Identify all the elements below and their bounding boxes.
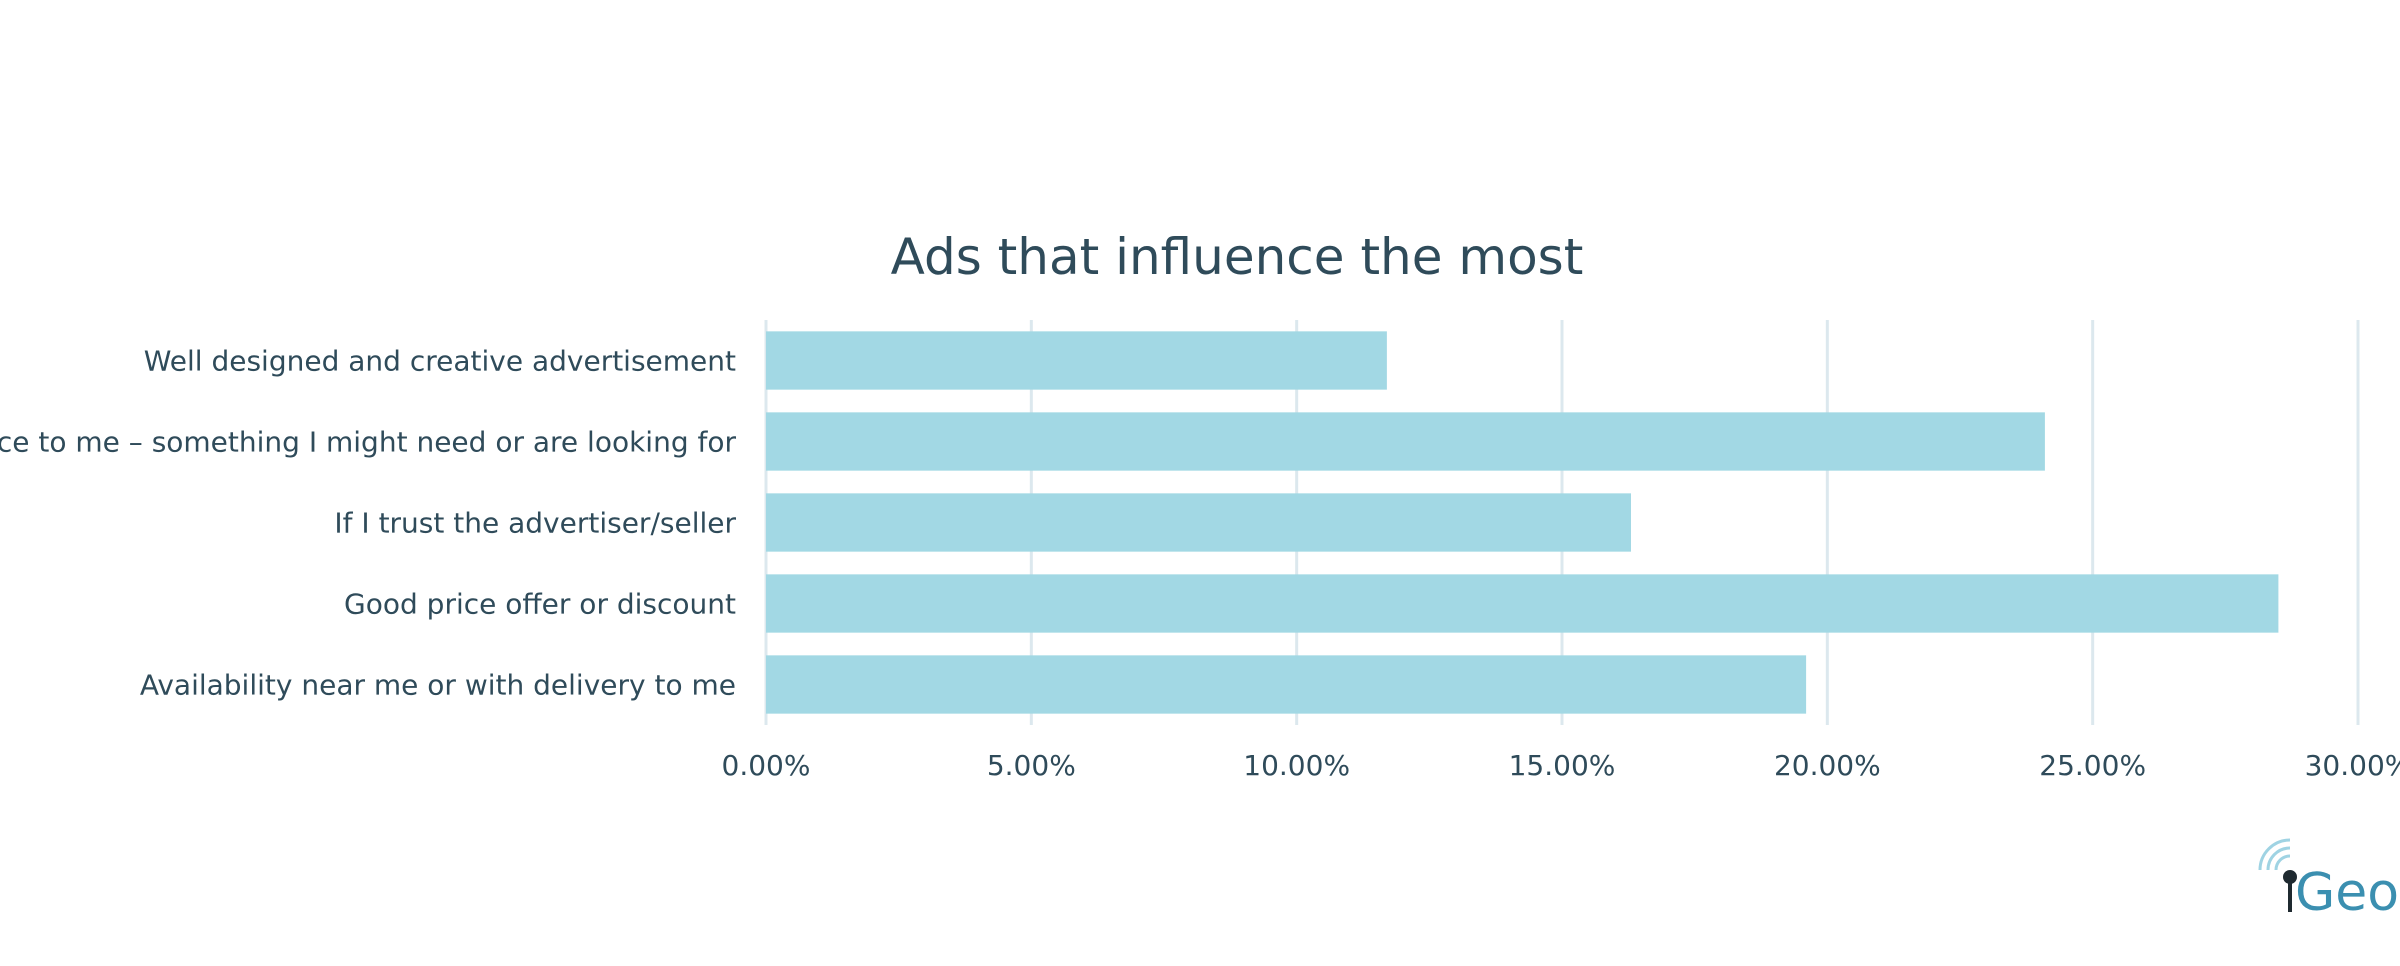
bar	[766, 412, 2045, 471]
x-tick-label: 30.00%	[2305, 749, 2400, 782]
category-label: Availability near me or with delivery to…	[140, 669, 736, 702]
x-tick-label: 20.00%	[1774, 749, 1881, 782]
category-label: Relevance to me – something I might need…	[0, 426, 736, 459]
x-tick-label: 25.00%	[2039, 749, 2146, 782]
category-label: If I trust the advertiser/seller	[334, 507, 736, 540]
wireless-pin-icon	[2258, 838, 2297, 912]
logo-text: Geo	[2295, 863, 2399, 923]
x-tick-label: 15.00%	[1509, 749, 1616, 782]
bar	[766, 493, 1631, 552]
company-logo: Geo	[2258, 838, 2399, 923]
x-tick-label: 0.00%	[722, 749, 811, 782]
bar	[766, 655, 1807, 714]
bar	[766, 574, 2279, 633]
x-tick-label: 5.00%	[987, 749, 1076, 782]
x-tick-label: 10.00%	[1243, 749, 1350, 782]
category-label: Good price offer or discount	[344, 588, 736, 621]
chart-title: Ads that influence the most	[891, 228, 1584, 286]
bar	[766, 331, 1387, 390]
x-axis-tick-labels: 0.00% 5.00% 10.00% 15.00% 20.00% 25.00% 30.00%	[722, 749, 2400, 782]
bars	[766, 331, 2279, 714]
category-labels: Well designed and creative advertisement…	[0, 345, 736, 702]
category-label: Well designed and creative advertisement	[144, 345, 736, 378]
